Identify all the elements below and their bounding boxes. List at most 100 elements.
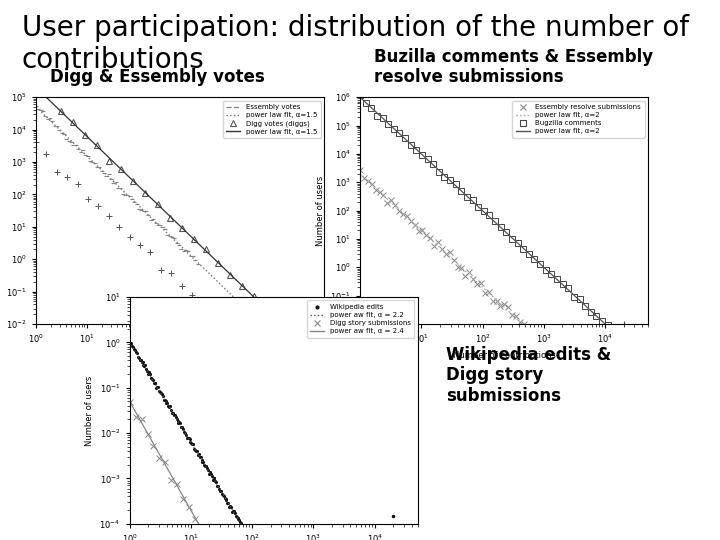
Bugzilla comments [525,251,534,257]
power law fit, α=2 [423,232,431,239]
Bugzilla comments [513,240,522,246]
Digg votes (diggs) [165,215,174,221]
Digg story submissions [125,399,134,405]
Digg votes (diggs) [69,118,78,125]
Essembly resolve submissions [367,180,376,187]
Bugzilla comments [451,180,460,187]
Essembly resolve submissions [457,265,466,272]
Line: Bugzilla comments: Bugzilla comments [357,92,639,356]
Essembly resolve submissions [527,333,536,340]
Bugzilla comments [440,173,449,180]
power law fit, α=1.5 [32,104,40,110]
Line: Essembly votes: Essembly votes [34,104,199,266]
Bugzilla comments [485,212,494,218]
Essembly votes [81,151,89,158]
power law fit, α=1.5 [87,137,96,144]
Essembly votes [32,103,40,110]
Essembly resolve submissions [512,313,521,320]
Bugzilla comments [502,228,510,235]
Y-axis label: Number of users: Number of users [85,375,94,445]
Digg votes (diggs) [129,178,138,184]
power law fit, α=2 [629,347,638,353]
Essembly votes [69,141,78,148]
Digg votes (diggs) [81,132,90,138]
Bugzilla comments [553,276,562,282]
power law fit, α=1.5 [203,269,212,275]
Digg votes (diggs) [141,190,150,197]
Essembly resolve submissions [426,235,435,241]
Essembly resolve submissions [485,288,493,295]
Line: Digg story submissions: Digg story submissions [127,399,365,540]
Bugzilla comments [401,135,410,141]
power law fit, α=1.5 [87,157,96,163]
Essembly resolve submissions [500,301,508,307]
power law fit, α=2 [527,329,536,336]
Bugzilla comments [564,285,572,292]
Line: power law fit, α=1.5: power law fit, α=1.5 [36,87,324,364]
Essembly resolve submissions [359,175,368,181]
Digg votes (diggs) [310,350,318,357]
Bugzilla comments [547,271,556,278]
Bugzilla comments [446,177,454,183]
Essembly resolve submissions [356,167,364,173]
power law fit, α=2 [423,156,431,163]
Bugzilla comments [609,329,618,336]
power law fit, α=2 [356,171,364,177]
power law fit, α=2 [644,437,652,443]
Essembly votes [74,146,83,152]
power law fit, α=2 [411,145,420,152]
Bugzilla comments [468,197,477,203]
Digg story submissions [197,523,206,530]
Bugzilla comments [587,309,595,315]
Essembly resolve submissions [410,221,419,228]
Line: power law fit, α=2: power law fit, α=2 [360,97,648,363]
Text: User participation: distribution of the number of: User participation: distribution of the … [22,14,688,42]
Essembly votes [194,260,202,267]
Line: power law fit, α=2: power law fit, α=2 [360,174,648,440]
power law fit, α=2 [621,415,629,422]
Essembly resolve submissions [469,276,477,282]
Essembly resolve submissions [496,303,505,309]
power law fit, α=1.5 [99,148,107,155]
Essembly resolve submissions [449,257,458,264]
Bugzilla comments [361,99,370,106]
Digg story submissions [191,516,199,522]
Essembly resolve submissions [406,218,415,225]
power law fit, α=1.5 [203,249,212,256]
Line: Wikipedia edits: Wikipedia edits [128,341,407,540]
Digg story submissions [203,534,212,540]
Bugzilla comments [367,105,376,111]
Bugzilla comments [406,142,415,149]
Bugzilla comments [356,92,364,98]
Essembly resolve submissions [488,298,497,304]
Bugzilla comments [592,313,600,319]
power law fit, α=1.5 [180,227,189,233]
Essembly resolve submissions [480,289,489,296]
power law fit, α = 2.4 [125,398,134,404]
power law fit, α = 2.4 [181,496,189,503]
Wikipedia edits [125,340,134,347]
Digg votes (diggs) [189,235,198,242]
power law fit, α = 2.2 [192,448,201,455]
Wikipedia edits [126,340,135,346]
power law fit, α=2 [629,423,638,430]
Essembly resolve submissions [430,242,438,249]
Essembly resolve submissions [523,327,532,334]
power law fit, α = 2.2 [125,339,134,346]
Essembly resolve submissions [473,280,482,287]
Digg votes (diggs) [238,282,246,289]
Digg votes (diggs) [105,158,114,164]
Bugzilla comments [434,168,443,175]
Digg votes (diggs) [202,246,210,252]
Bugzilla comments [412,147,420,153]
Essembly resolve submissions [492,298,501,305]
Digg story submissions [131,414,140,421]
Bugzilla comments [581,302,590,309]
power law fit, α=1.5 [297,359,305,365]
power law fit, α=1.5 [180,246,189,253]
Essembly votes [170,235,179,241]
Digg story submissions [143,431,152,437]
Bugzilla comments [390,126,398,132]
Bugzilla comments [615,333,624,340]
Digg votes (diggs) [177,225,186,231]
